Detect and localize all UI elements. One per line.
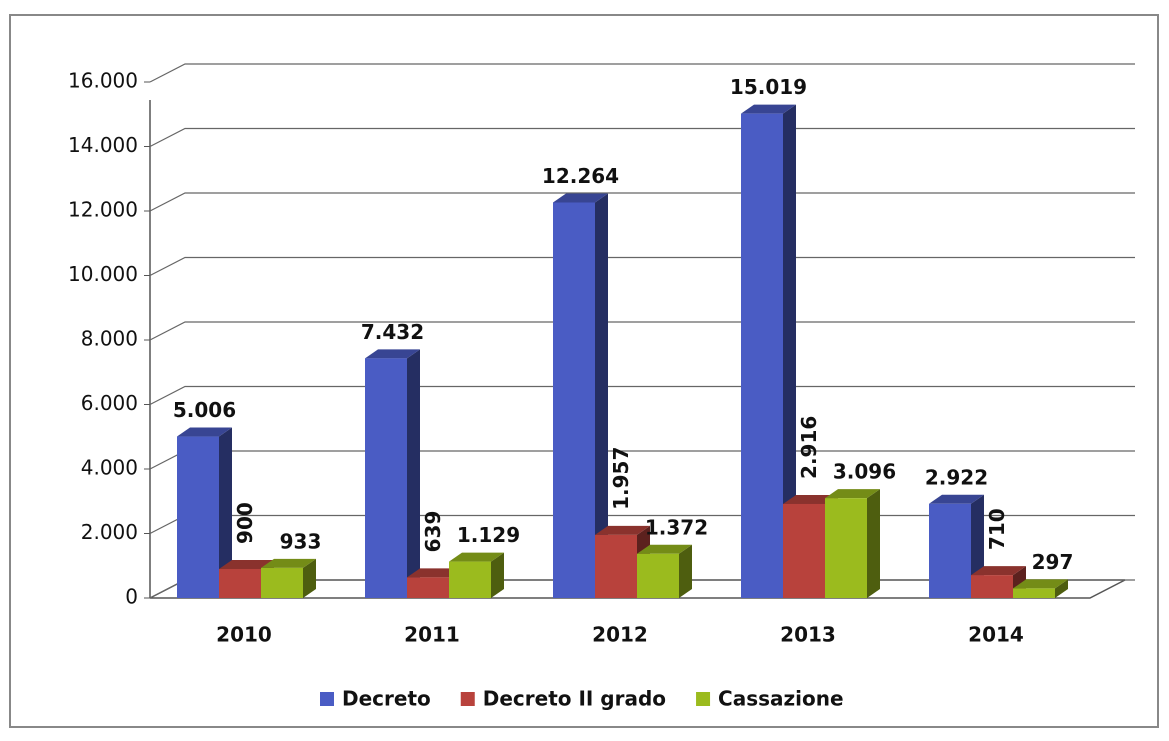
x-tick-label: 2014: [968, 623, 1024, 647]
y-tick-label: 14.000: [68, 133, 138, 157]
value-label: 2.916: [797, 416, 821, 479]
bar-side: [407, 349, 420, 598]
bar: [825, 498, 867, 598]
bar-side: [303, 558, 316, 598]
y-tick-label: 4.000: [81, 456, 138, 480]
bar-top: [177, 427, 232, 437]
grid-line: [149, 192, 1135, 212]
bar: [449, 561, 491, 598]
y-tick-label: 6.000: [81, 391, 138, 415]
bar-side: [867, 489, 880, 598]
x-tick-label: 2013: [780, 623, 836, 647]
value-label: 2.922: [925, 465, 988, 489]
bar-top: [553, 193, 608, 203]
bar-top: [261, 558, 316, 568]
y-tick-label: 10.000: [68, 262, 138, 286]
x-tick-label: 2012: [592, 623, 648, 647]
x-tick-label: 2011: [404, 623, 460, 647]
y-tick-label: 16.000: [68, 69, 138, 93]
value-label: 1.129: [457, 523, 520, 547]
grid-line: [149, 256, 1135, 277]
grid-line: [149, 127, 1135, 148]
value-label: 1.957: [609, 447, 633, 510]
value-label: 710: [985, 508, 1009, 550]
bar-top: [595, 525, 650, 535]
legend-label: Decreto II grado: [483, 687, 666, 711]
bar-side: [491, 552, 504, 598]
legend-swatch: [696, 692, 711, 706]
bar: [783, 503, 825, 598]
bar: [741, 113, 783, 598]
x-tick-label: 2010: [216, 623, 272, 647]
value-label: 900: [233, 502, 257, 544]
bar: [971, 575, 1013, 598]
bar-side: [1055, 579, 1068, 598]
value-label: 639: [421, 511, 445, 553]
bar-top: [783, 494, 838, 504]
bar-side: [783, 104, 796, 598]
y-tick-label: 0: [125, 585, 138, 609]
grid-line: [149, 63, 1135, 83]
value-label: 15.019: [730, 75, 807, 99]
value-label: 5.006: [173, 398, 236, 422]
bar-side: [679, 544, 692, 598]
legend-swatch: [320, 692, 334, 706]
bar-top: [637, 544, 692, 554]
bar: [595, 534, 637, 598]
bar-top: [449, 552, 504, 562]
bar: [637, 553, 679, 598]
legend-label: Decreto: [342, 687, 431, 711]
value-label: 933: [280, 529, 322, 553]
bar: [1013, 588, 1055, 598]
bar: [553, 202, 595, 598]
bar-top: [219, 559, 274, 569]
bar: [261, 567, 303, 598]
value-label: 3.096: [833, 460, 896, 484]
bar-top: [365, 349, 420, 359]
bar-side: [595, 193, 608, 598]
legend-swatch: [460, 692, 475, 706]
bar: [177, 436, 219, 598]
grid-line: [149, 321, 1135, 341]
bar-top: [929, 494, 984, 504]
bar-top: [971, 566, 1026, 576]
y-tick-label: 12.000: [68, 198, 138, 222]
y-tick-label: 8.000: [81, 327, 138, 351]
value-label: 1.372: [645, 515, 708, 539]
bar-side: [219, 427, 232, 598]
bar-top: [407, 568, 462, 578]
bar-top: [741, 104, 796, 114]
value-label: 12.264: [542, 164, 619, 188]
bar-top: [1013, 579, 1068, 589]
bar: [407, 577, 449, 598]
value-label: 7.432: [361, 320, 424, 344]
grid-line: [149, 385, 1135, 406]
bar-top: [825, 489, 880, 499]
value-label: 297: [1032, 550, 1074, 574]
legend-label: Cassazione: [718, 687, 844, 711]
y-tick-label: 2.000: [81, 520, 138, 544]
bar: [219, 568, 261, 598]
bar: [365, 358, 407, 598]
bar: [929, 503, 971, 598]
